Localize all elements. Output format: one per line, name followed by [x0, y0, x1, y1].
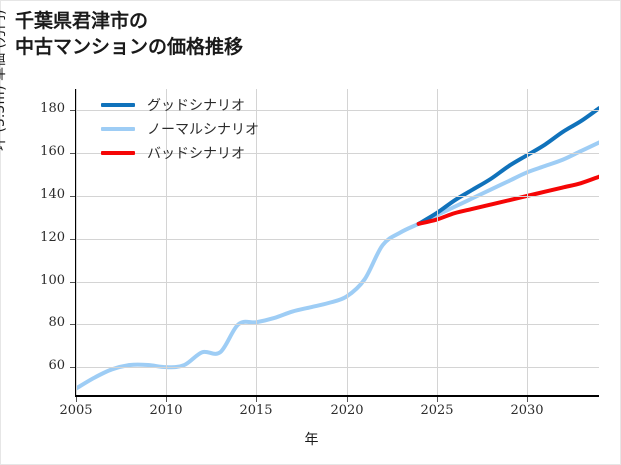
legend-color-swatch: [101, 151, 135, 155]
y-axis-label: 坪 (3.3㎡) 単価 (万円): [0, 9, 8, 151]
x-tick-mark: [256, 397, 257, 402]
gridline-vertical: [76, 89, 77, 395]
x-tick-mark: [347, 397, 348, 402]
y-tick-mark: [70, 110, 75, 111]
x-tick-label: 2005: [59, 403, 93, 418]
x-tick-label: 2010: [149, 403, 183, 418]
gridline-horizontal: [76, 324, 599, 325]
gridline-vertical: [166, 89, 167, 395]
y-tick-label: 160: [40, 144, 65, 159]
x-tick-mark: [76, 397, 77, 402]
gridline-vertical: [437, 89, 438, 395]
y-tick-mark: [70, 367, 75, 368]
y-tick-mark: [70, 196, 75, 197]
y-tick-mark: [70, 239, 75, 240]
x-tick-label: 2020: [330, 403, 364, 418]
gridline-vertical: [256, 89, 257, 395]
x-tick-label: 2015: [239, 403, 273, 418]
y-tick-label: 100: [40, 273, 65, 288]
y-tick-mark: [70, 153, 75, 154]
x-tick-mark: [437, 397, 438, 402]
chart-legend: グッドシナリオ ノーマルシナリオ バッドシナリオ: [101, 93, 331, 165]
gridline-horizontal: [76, 153, 599, 154]
series-line: [416, 106, 599, 226]
gridline-vertical: [527, 89, 528, 395]
y-tick-mark: [70, 282, 75, 283]
x-tick-mark: [527, 397, 528, 402]
x-axis-spine: [75, 395, 599, 397]
chart-title: 千葉県君津市の 中古マンションの価格推移: [15, 10, 244, 58]
series-line: [416, 174, 599, 226]
gridline-horizontal: [76, 239, 599, 240]
legend-color-swatch: [101, 127, 135, 131]
gridline-horizontal: [76, 110, 599, 111]
x-tick-mark: [166, 397, 167, 402]
gridline-horizontal: [76, 367, 599, 368]
gridline-horizontal: [76, 196, 599, 197]
plot-area: [76, 89, 599, 395]
y-tick-label: 180: [40, 101, 65, 116]
legend-item[interactable]: グッドシナリオ: [101, 93, 331, 117]
y-tick-mark: [70, 324, 75, 325]
legend-item[interactable]: ノーマルシナリオ: [101, 117, 331, 141]
gridline-horizontal: [76, 282, 599, 283]
gridline-vertical: [347, 89, 348, 395]
y-tick-label: 60: [48, 358, 65, 373]
x-tick-label: 2030: [510, 403, 544, 418]
series-line: [76, 140, 599, 391]
legend-item-label: グッドシナリオ: [147, 98, 245, 114]
legend-color-swatch: [101, 103, 135, 107]
legend-item-label: バッドシナリオ: [147, 146, 245, 162]
x-axis-label: 年: [304, 432, 319, 448]
y-tick-label: 120: [40, 230, 65, 245]
x-tick-label: 2025: [420, 403, 454, 418]
y-tick-label: 80: [48, 315, 65, 330]
legend-item[interactable]: バッドシナリオ: [101, 141, 331, 165]
legend-item-label: ノーマルシナリオ: [147, 122, 259, 138]
y-tick-label: 140: [40, 187, 65, 202]
